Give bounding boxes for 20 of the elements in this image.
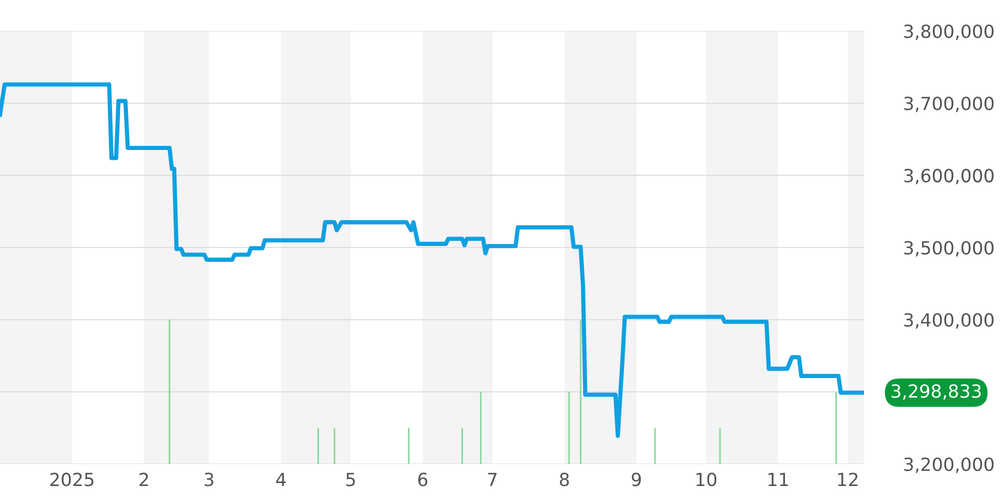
y-tick-label: 3,600,000 xyxy=(904,168,994,184)
x-tick-label: 12 xyxy=(838,472,858,486)
x-tick-label: 5 xyxy=(346,472,355,486)
y-tick-label: 3,700,000 xyxy=(904,96,994,112)
x-tick-label: 3 xyxy=(204,472,214,486)
x-tick-label: 11 xyxy=(768,472,788,486)
y-tick-label: 3,800,000 xyxy=(904,24,994,40)
x-tick-label: 2 xyxy=(140,472,148,486)
x-tick-label: 9 xyxy=(632,472,641,486)
x-tick-label: 7 xyxy=(488,472,497,486)
line-series xyxy=(0,82,864,438)
x-tick-label: 2025 xyxy=(50,472,94,486)
x-tick-label: 10 xyxy=(696,472,716,486)
y-tick-label: 3,500,000 xyxy=(904,240,994,256)
annotation: 3,298,833 xyxy=(892,384,981,400)
x-tick-label: 8 xyxy=(560,472,569,486)
y-tick-label: 3,200,000 xyxy=(904,457,994,473)
y-tick-label: 3,400,000 xyxy=(904,313,994,329)
x-tick-label: 4 xyxy=(276,472,286,486)
x-tick-label: 6 xyxy=(418,472,428,486)
